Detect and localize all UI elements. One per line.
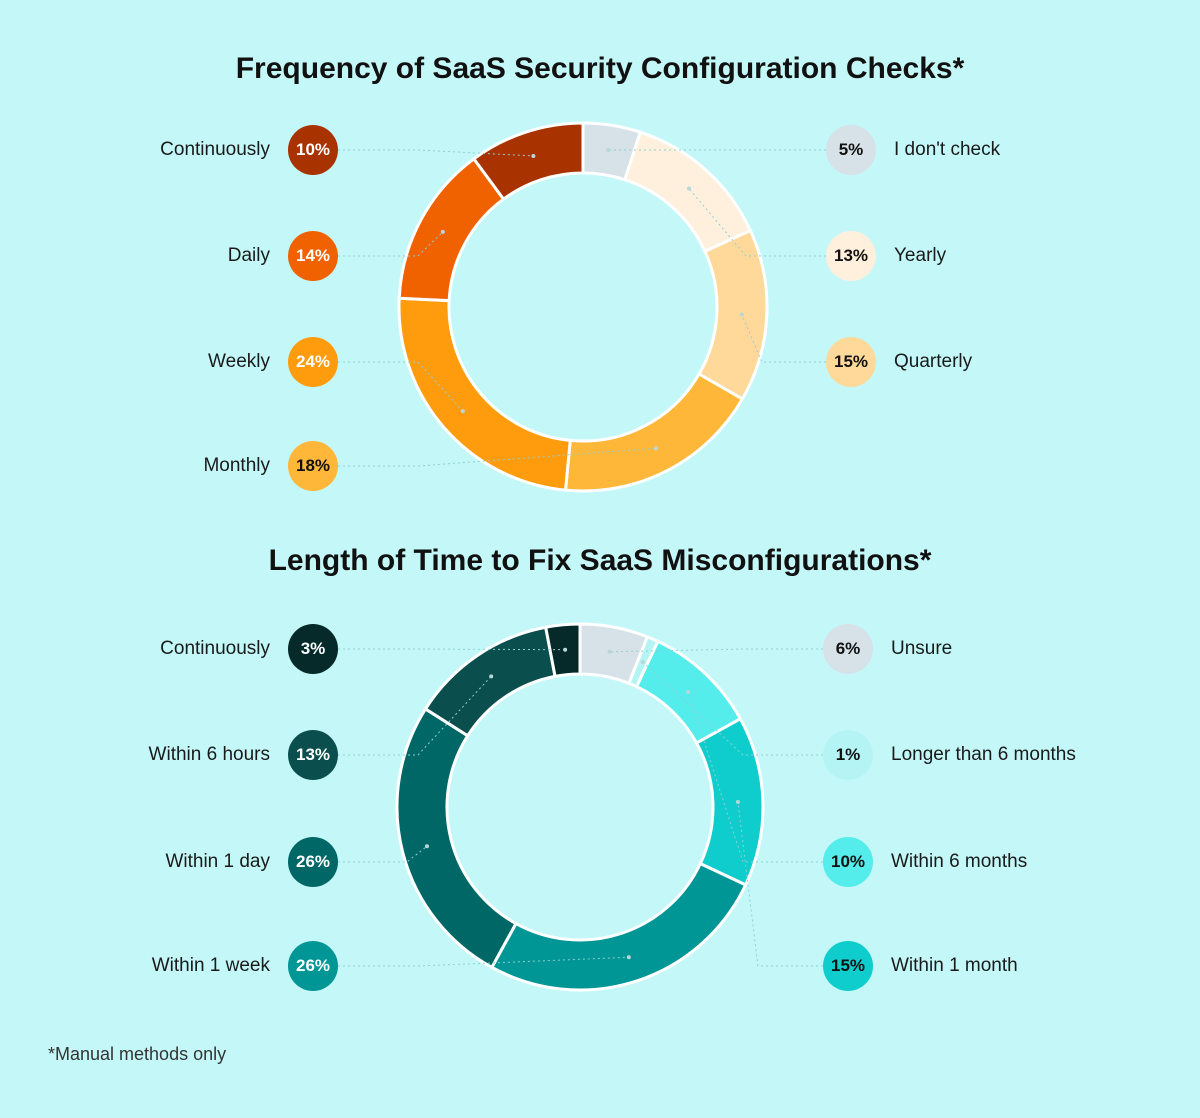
leader-dot: [563, 647, 568, 652]
slice-label: Within 6 months: [891, 851, 1028, 872]
donut-slice-within-1-month: [694, 716, 765, 887]
leader-line: [338, 845, 428, 863]
slice-label: Yearly: [894, 245, 947, 266]
percent-badge: 6%: [823, 624, 873, 674]
legend-row: Within 1 day 26%: [165, 836, 338, 888]
percent-badge: 18%: [288, 441, 338, 491]
slice-label: Daily: [227, 245, 270, 266]
slice-label: Weekly: [208, 351, 270, 372]
footnote: *Manual methods only: [48, 1044, 227, 1064]
leader-dot: [606, 147, 611, 152]
percent-badge: 13%: [826, 231, 876, 281]
percent-badge: 1%: [823, 730, 873, 780]
leader-dot: [687, 186, 692, 191]
legend-row: 1% Longer than 6 months: [823, 729, 1076, 781]
leader-line: [338, 231, 444, 257]
legend-row: 6% Unsure: [823, 623, 952, 675]
legend-row: Continuously 3%: [160, 623, 338, 675]
legend-row: 5% I don't check: [826, 124, 1000, 176]
percent-badge: 3%: [288, 624, 338, 674]
legend-row: Within 6 hours 13%: [149, 729, 338, 781]
frequency-donut: [338, 121, 826, 493]
percent-badge: 26%: [288, 941, 338, 991]
legend-row: Monthly 18%: [203, 440, 338, 492]
leader-dot: [686, 689, 691, 694]
percent-badge: 15%: [823, 941, 873, 991]
slice-label: Monthly: [203, 455, 270, 476]
legend-row: 15% Within 1 month: [823, 940, 1018, 992]
slice-label: Within 1 week: [151, 955, 270, 976]
leader-dot: [489, 674, 494, 679]
percent-badge: 5%: [826, 125, 876, 175]
donut-slice-within-1-week: [489, 861, 748, 992]
percent-badge: 14%: [288, 231, 338, 281]
slice-label: Continuously: [160, 139, 270, 160]
leader-line: [338, 648, 566, 651]
leader-line: [338, 149, 534, 157]
legend-row: 10% Within 6 months: [823, 836, 1027, 888]
percent-badge: 26%: [288, 837, 338, 887]
slice-label: Unsure: [891, 638, 953, 659]
slice-label: Continuously: [160, 638, 270, 659]
legend-row: Within 1 week 26%: [152, 940, 338, 992]
leader-line: [338, 956, 629, 967]
slice-label: Longer than 6 months: [891, 744, 1076, 765]
leader-line: [609, 648, 823, 653]
leader-dot: [640, 659, 645, 664]
leader-dot: [440, 229, 445, 234]
leader-line: [642, 661, 823, 756]
donut-slice-continuously: [471, 121, 585, 202]
donut-slice-continuously: [543, 622, 582, 679]
leader-dot: [739, 312, 744, 317]
leader-dot: [531, 153, 536, 158]
slice-label: Within 6 hours: [148, 744, 270, 765]
leader-dot: [626, 955, 631, 960]
leader-line: [741, 314, 826, 363]
leader-line: [688, 188, 826, 257]
chart-title: Length of Time to Fix SaaS Misconfigurat…: [268, 544, 932, 577]
donut-slice-within-6-hours: [423, 625, 557, 738]
donut-slice-quarterly: [696, 228, 769, 402]
percent-badge: 10%: [288, 125, 338, 175]
slice-label: Within 1 day: [165, 851, 270, 872]
leader-dot: [607, 649, 612, 654]
donut-slice-yearly: [622, 130, 753, 254]
slice-label: Quarterly: [894, 351, 973, 372]
legend-row: Continuously 10%: [160, 124, 338, 176]
leader-line: [338, 447, 656, 467]
leader-dot: [735, 800, 740, 805]
legend-row: Daily 14%: [228, 230, 338, 282]
percent-badge: 24%: [288, 337, 338, 387]
leader-dot: [653, 446, 658, 451]
leader-line: [338, 675, 492, 756]
legend-row: 13% Yearly: [826, 230, 946, 282]
donut-slice-within-1-day: [395, 706, 518, 970]
legend-row: 15% Quarterly: [826, 336, 972, 388]
fix-time-donut: [338, 622, 823, 992]
chart-title: Frequency of SaaS Security Configuration…: [235, 52, 965, 85]
leader-line: [687, 691, 823, 863]
slice-label: Within 1 month: [891, 955, 1018, 976]
frequency-chart: Frequency of SaaS Security Configuration…: [0, 0, 1200, 520]
legend-row: Weekly 24%: [208, 336, 338, 388]
percent-badge: 10%: [823, 837, 873, 887]
slice-label: I don't check: [894, 139, 1001, 160]
fix-time-chart: Length of Time to Fix SaaS Misconfigurat…: [0, 520, 1200, 1025]
percent-badge: 15%: [826, 337, 876, 387]
donut-slice-monthly: [563, 371, 745, 493]
leader-line: [338, 361, 464, 412]
leader-line: [737, 801, 823, 967]
leader-dot: [460, 409, 465, 414]
percent-badge: 13%: [288, 730, 338, 780]
leader-dot: [424, 844, 429, 849]
